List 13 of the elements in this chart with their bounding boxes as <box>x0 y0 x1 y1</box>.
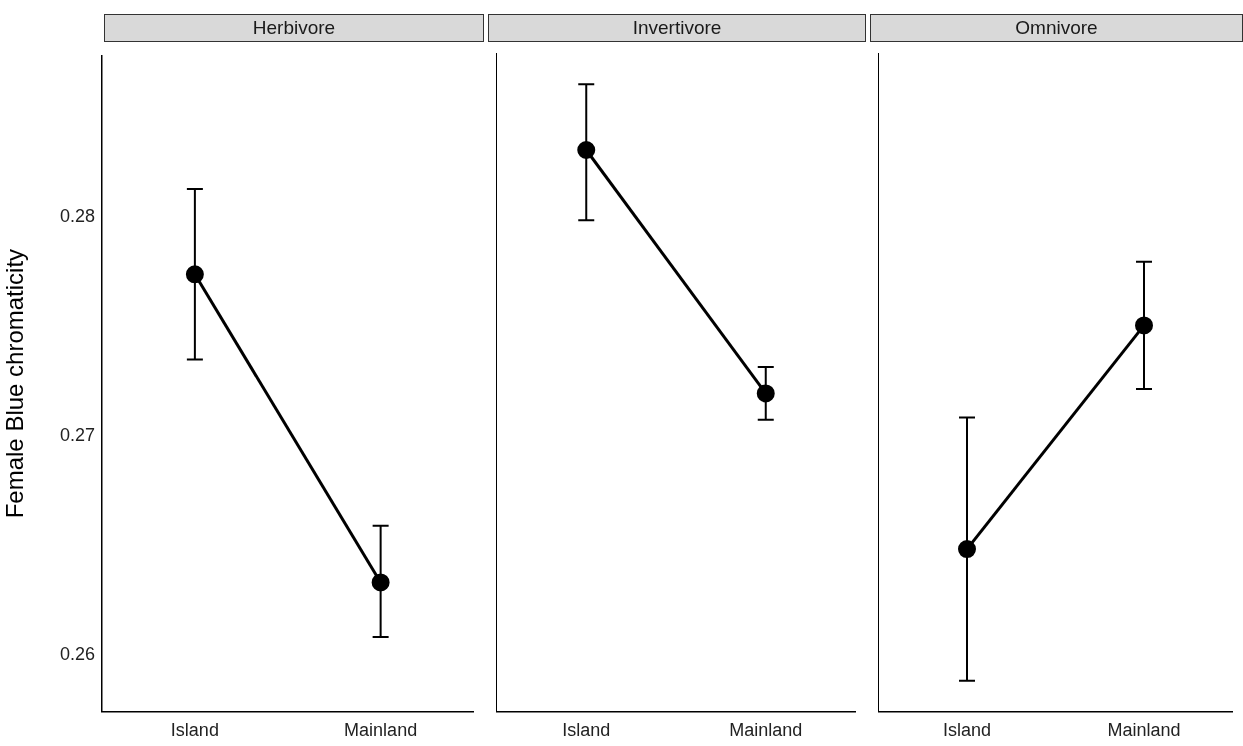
x-tick-label: Mainland <box>729 720 803 741</box>
x-tick-label: Island <box>562 720 611 741</box>
x-tick-label: Island <box>942 720 992 741</box>
y-tick-label: 0.28 <box>59 206 95 227</box>
y-axis-title: Female Blue chromaticity <box>1 248 29 519</box>
y-tick-label: 0.27 <box>59 425 95 446</box>
x-tick-label: Mainland <box>1107 720 1181 741</box>
chart-title: Invertivore <box>488 14 866 42</box>
chart-title: Omnivore <box>870 14 1243 42</box>
x-tick-label: Mainland <box>344 720 418 741</box>
chart-title: Herbivore <box>104 14 484 42</box>
x-tick-label: Island <box>170 720 219 741</box>
y-tick-label: 0.26 <box>59 643 95 664</box>
